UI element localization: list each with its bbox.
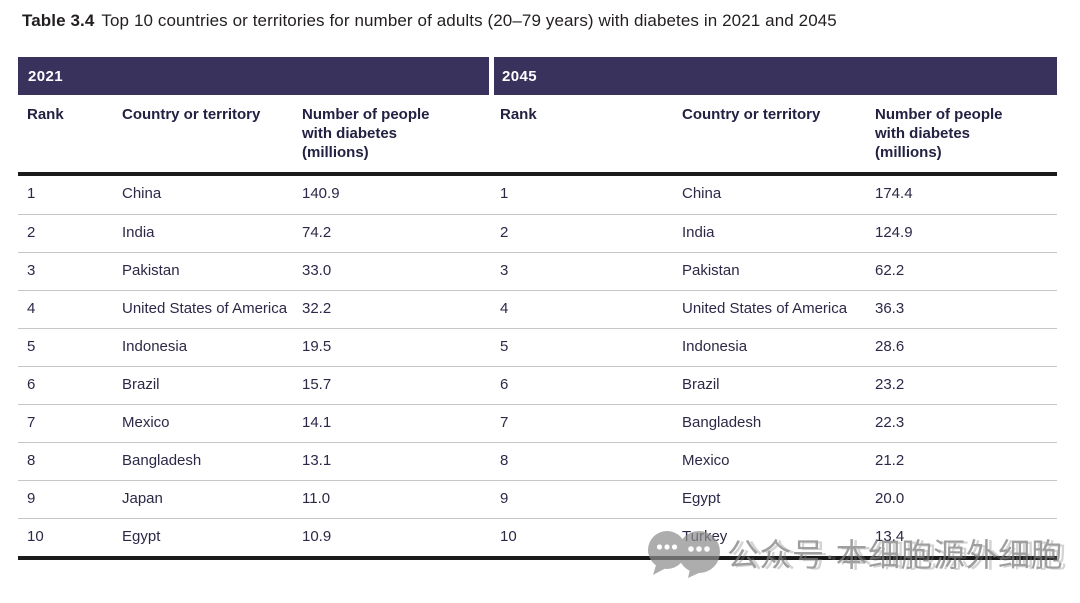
column-header-rank-2021: Rank xyxy=(27,106,64,123)
table-row: 10 Egypt 10.9 10 Turkey 13.4 xyxy=(18,518,1057,556)
table-row: 2 India 74.2 2 India 124.9 xyxy=(18,214,1057,252)
table-caption: Top 10 countries or territories for numb… xyxy=(101,11,837,30)
rank-cell-2045: 5 xyxy=(500,338,509,355)
value-cell-2045: 28.6 xyxy=(875,338,905,355)
value-cell-2045: 124.9 xyxy=(875,224,913,241)
country-cell-2021: India xyxy=(122,224,155,241)
table-row: 9 Japan 11.0 9 Egypt 20.0 xyxy=(18,480,1057,518)
table-number: Table 3.4 xyxy=(22,11,95,30)
value-cell-2045: 62.2 xyxy=(875,262,905,279)
year-band-2021: 2021 xyxy=(18,57,489,95)
rank-cell-2021: 8 xyxy=(27,452,36,469)
country-cell-2045: Brazil xyxy=(682,376,720,393)
rank-cell-2045: 4 xyxy=(500,300,509,317)
rank-cell-2021: 6 xyxy=(27,376,36,393)
table-row: 5 Indonesia 19.5 5 Indonesia 28.6 xyxy=(18,328,1057,366)
value-cell-2021: 10.9 xyxy=(302,528,332,545)
value-cell-2045: 20.0 xyxy=(875,490,905,507)
country-cell-2045: Egypt xyxy=(682,490,721,507)
country-cell-2045: Mexico xyxy=(682,452,730,469)
rank-cell-2021: 1 xyxy=(27,185,36,202)
column-header-number-2021: Number of people with diabetes (millions… xyxy=(302,106,430,161)
rank-cell-2021: 10 xyxy=(27,528,44,545)
value-cell-2045: 23.2 xyxy=(875,376,905,393)
country-cell-2021: Mexico xyxy=(122,414,170,431)
column-header-country-2045: Country or territory xyxy=(682,106,821,123)
column-header-country-2021: Country or territory xyxy=(122,106,261,123)
country-cell-2045: Turkey xyxy=(682,528,728,545)
table-row: 7 Mexico 14.1 7 Bangladesh 22.3 xyxy=(18,404,1057,442)
country-cell-2021: Japan xyxy=(122,490,163,507)
value-cell-2021: 14.1 xyxy=(302,414,332,431)
table-row: 6 Brazil 15.7 6 Brazil 23.2 xyxy=(18,366,1057,404)
country-cell-2021: China xyxy=(122,185,162,202)
value-cell-2021: 15.7 xyxy=(302,376,332,393)
year-band-row: 2021 2045 xyxy=(18,57,1057,95)
country-cell-2045: United States of America xyxy=(682,300,848,317)
rank-cell-2021: 5 xyxy=(27,338,36,355)
rank-cell-2021: 4 xyxy=(27,300,36,317)
rank-cell-2021: 2 xyxy=(27,224,36,241)
country-cell-2045: Bangladesh xyxy=(682,414,762,431)
country-cell-2021: Bangladesh xyxy=(122,452,202,469)
value-cell-2045: 174.4 xyxy=(875,185,913,202)
rank-cell-2021: 9 xyxy=(27,490,36,507)
rank-cell-2045: 9 xyxy=(500,490,509,507)
country-cell-2045: China xyxy=(682,185,722,202)
rank-cell-2045: 10 xyxy=(500,528,517,545)
rank-cell-2045: 7 xyxy=(500,414,509,431)
value-cell-2021: 32.2 xyxy=(302,300,332,317)
value-cell-2045: 21.2 xyxy=(875,452,905,469)
value-cell-2021: 13.1 xyxy=(302,452,332,469)
rank-cell-2045: 1 xyxy=(500,185,509,202)
rank-cell-2021: 3 xyxy=(27,262,36,279)
country-cell-2021: Indonesia xyxy=(122,338,188,355)
column-header-number-2045: Number of people with diabetes (millions… xyxy=(875,106,1003,161)
country-cell-2021: Brazil xyxy=(122,376,160,393)
table-row: 8 Bangladesh 13.1 8 Mexico 21.2 xyxy=(18,442,1057,480)
table-body: 1 China 140.9 1 China 174.4 2 India 74.2… xyxy=(18,176,1057,560)
value-cell-2021: 140.9 xyxy=(302,185,340,202)
value-cell-2021: 74.2 xyxy=(302,224,332,241)
value-cell-2021: 33.0 xyxy=(302,262,332,279)
country-cell-2021: United States of America xyxy=(122,300,288,317)
year-band-2045: 2045 xyxy=(494,57,1057,95)
country-cell-2045: Pakistan xyxy=(682,262,740,279)
country-cell-2045: India xyxy=(682,224,715,241)
value-cell-2045: 13.4 xyxy=(875,528,905,545)
table-title: Table 3.4 Top 10 countries or territories… xyxy=(22,11,837,31)
column-header-rank-2045: Rank xyxy=(500,106,537,123)
diabetes-table: 2021 2045 Rank Country or territory Numb… xyxy=(18,57,1057,560)
table-row: 3 Pakistan 33.0 3 Pakistan 62.2 xyxy=(18,252,1057,290)
rank-cell-2045: 6 xyxy=(500,376,509,393)
rank-cell-2045: 3 xyxy=(500,262,509,279)
rank-cell-2045: 8 xyxy=(500,452,509,469)
column-header-row: Rank Country or territory Number of peop… xyxy=(18,95,1057,176)
table-row: 4 United States of America 32.2 4 United… xyxy=(18,290,1057,328)
value-cell-2045: 36.3 xyxy=(875,300,905,317)
rank-cell-2045: 2 xyxy=(500,224,509,241)
rank-cell-2021: 7 xyxy=(27,414,36,431)
value-cell-2021: 19.5 xyxy=(302,338,332,355)
country-cell-2045: Indonesia xyxy=(682,338,748,355)
country-cell-2021: Egypt xyxy=(122,528,161,545)
value-cell-2045: 22.3 xyxy=(875,414,905,431)
table-row: 1 China 140.9 1 China 174.4 xyxy=(18,176,1057,214)
value-cell-2021: 11.0 xyxy=(302,490,331,507)
country-cell-2021: Pakistan xyxy=(122,262,180,279)
